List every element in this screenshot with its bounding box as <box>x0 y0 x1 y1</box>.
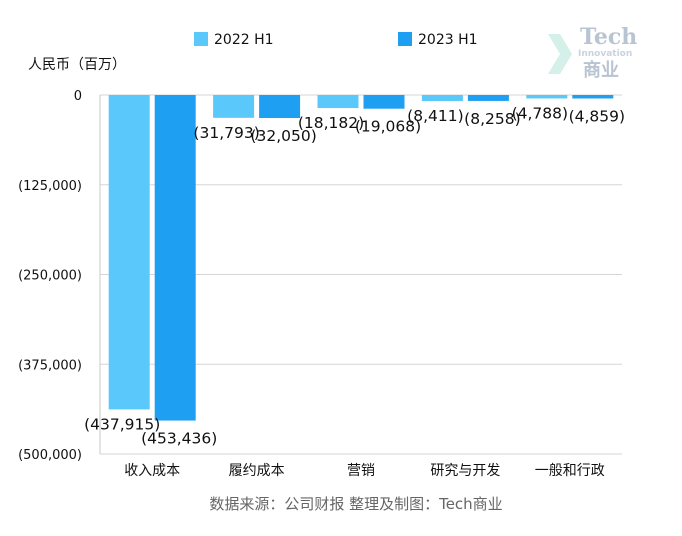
legend-swatch <box>398 32 412 46</box>
watermark-line2: Innovation <box>578 49 632 59</box>
legend-entry: 2022 H1 <box>214 32 274 48</box>
data-labels: (437,915)(453,436) (31,793)(32,050)(18,18… <box>84 104 625 447</box>
data-label: (4,788) <box>512 104 568 122</box>
bar <box>154 95 196 421</box>
x-category-label: 研究与开发 <box>430 463 500 479</box>
watermark-chevron-icon <box>548 34 572 74</box>
data-label: (19,068) <box>355 118 421 136</box>
x-category-label: 营销 <box>347 463 375 479</box>
y-tick-labels: 0 (125,000) (250,000) (375,000) (500,000) <box>18 89 82 463</box>
data-label: (8,258) <box>464 110 520 128</box>
y-tick-label: (125,000) <box>18 179 82 194</box>
legend-entry: 2023 H1 <box>418 32 478 48</box>
x-category-label: 一般和行政 <box>535 463 605 479</box>
source-note: 数据来源：公司财报 整理及制图：Tech商业 <box>209 495 502 513</box>
x-category-label: 收入成本 <box>124 463 180 479</box>
bar <box>259 95 301 119</box>
watermark-line1: Tech <box>580 24 637 50</box>
legend-swatch <box>194 32 208 46</box>
bar <box>572 95 614 99</box>
bar <box>317 95 359 109</box>
bars <box>108 95 614 421</box>
x-category-labels: 收入成本 履约成本 营销 研究与开发 一般和行政 <box>124 463 605 479</box>
bar <box>213 95 255 118</box>
legend: 2022 H1 2023 H1 <box>194 32 478 48</box>
bar <box>526 95 568 99</box>
watermark-line3: 商业 <box>583 59 619 81</box>
data-label: (8,411) <box>407 107 463 125</box>
y-axis-unit-label: 人民币（百万） <box>28 57 126 73</box>
x-category-label: 履约成本 <box>229 463 285 479</box>
y-tick-label: (250,000) <box>18 269 82 284</box>
y-tick-label: 0 <box>74 89 82 104</box>
watermark-logo: Tech Innovation 商业 <box>548 24 637 81</box>
bar <box>467 95 509 101</box>
data-label: (32,050) <box>250 127 316 145</box>
data-label: (18,182) <box>298 114 364 132</box>
y-tick-label: (500,000) <box>18 448 82 463</box>
bar <box>421 95 463 102</box>
data-label: (4,859) <box>569 107 625 125</box>
y-tick-label: (375,000) <box>18 358 82 373</box>
bar <box>108 95 150 410</box>
data-label: (437,915) <box>84 415 160 433</box>
data-label: (31,793) <box>193 124 259 142</box>
data-label: (453,436) <box>141 430 217 448</box>
bar <box>363 95 405 109</box>
